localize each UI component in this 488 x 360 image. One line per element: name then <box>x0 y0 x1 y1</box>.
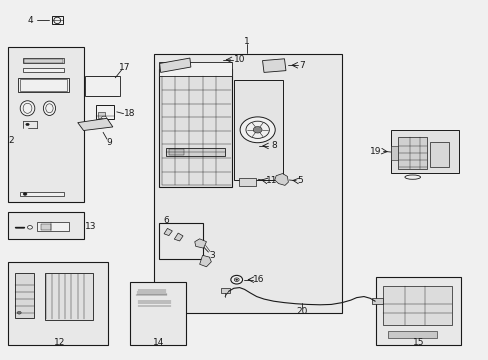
Bar <box>41 224 51 230</box>
Bar <box>84 76 120 96</box>
Ellipse shape <box>102 116 106 119</box>
Text: 18: 18 <box>124 109 135 118</box>
Bar <box>159 69 232 187</box>
Bar <box>429 142 448 167</box>
Bar <box>8 47 83 202</box>
Bar <box>98 112 105 118</box>
Bar <box>22 58 64 63</box>
Polygon shape <box>136 298 172 308</box>
Text: 6: 6 <box>163 216 169 225</box>
Ellipse shape <box>54 17 61 24</box>
Ellipse shape <box>23 103 32 113</box>
Polygon shape <box>194 239 206 248</box>
Text: 4: 4 <box>27 16 33 25</box>
Bar <box>387 331 436 338</box>
Ellipse shape <box>26 123 29 126</box>
Polygon shape <box>163 228 172 235</box>
Text: 3: 3 <box>209 251 215 260</box>
Ellipse shape <box>235 279 237 280</box>
Text: 2: 2 <box>9 136 14 145</box>
Polygon shape <box>262 59 285 72</box>
Text: 12: 12 <box>53 338 65 347</box>
Polygon shape <box>174 233 183 241</box>
Text: 17: 17 <box>119 63 130 72</box>
Text: 9: 9 <box>106 138 112 147</box>
Text: 20: 20 <box>296 307 307 316</box>
Bar <box>15 273 34 318</box>
Text: 11: 11 <box>265 176 277 185</box>
Bar <box>18 78 69 92</box>
Ellipse shape <box>253 127 262 133</box>
Bar <box>375 277 461 345</box>
Bar <box>24 59 62 63</box>
Polygon shape <box>199 255 211 267</box>
Bar <box>390 146 397 160</box>
Bar <box>159 62 232 76</box>
Bar <box>397 137 427 169</box>
Ellipse shape <box>17 311 21 314</box>
Ellipse shape <box>234 278 239 282</box>
Ellipse shape <box>46 104 53 113</box>
Bar <box>154 54 341 313</box>
Ellipse shape <box>245 121 269 138</box>
Bar <box>383 286 451 325</box>
Ellipse shape <box>404 175 420 179</box>
Text: 7: 7 <box>299 61 305 70</box>
Bar <box>221 288 229 293</box>
Text: 15: 15 <box>412 338 424 347</box>
Ellipse shape <box>20 101 35 116</box>
Bar <box>390 130 458 173</box>
Text: 13: 13 <box>85 222 97 231</box>
Bar <box>159 223 203 259</box>
Bar <box>44 273 93 320</box>
Text: 16: 16 <box>253 275 264 284</box>
Bar <box>96 105 114 119</box>
Polygon shape <box>78 118 113 131</box>
Bar <box>233 80 282 180</box>
Bar <box>8 212 83 239</box>
Text: 5: 5 <box>297 176 303 185</box>
Ellipse shape <box>230 275 242 284</box>
Polygon shape <box>135 288 168 298</box>
Bar <box>8 262 108 345</box>
Bar <box>166 148 224 156</box>
Bar <box>20 79 66 91</box>
Ellipse shape <box>27 226 32 229</box>
Text: 19: 19 <box>369 147 381 156</box>
Polygon shape <box>13 318 18 320</box>
Bar <box>20 192 64 196</box>
Text: 1: 1 <box>244 37 249 46</box>
Bar <box>130 282 185 345</box>
Text: 14: 14 <box>152 338 163 347</box>
Bar <box>371 298 382 304</box>
Ellipse shape <box>23 193 27 195</box>
Ellipse shape <box>240 117 275 143</box>
Bar <box>238 178 256 186</box>
Ellipse shape <box>43 101 56 116</box>
Text: 10: 10 <box>233 55 245 64</box>
Bar <box>22 68 64 72</box>
Polygon shape <box>159 58 190 72</box>
Polygon shape <box>274 174 288 185</box>
Bar <box>37 222 69 231</box>
Bar <box>52 17 62 24</box>
Bar <box>168 149 183 154</box>
Text: 8: 8 <box>270 141 276 150</box>
